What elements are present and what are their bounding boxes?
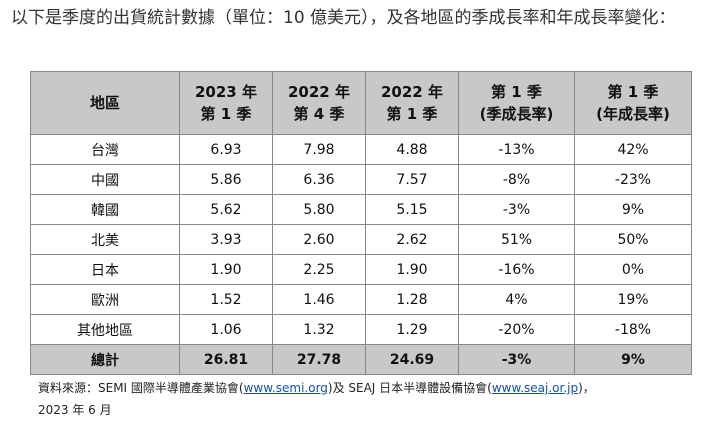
table-row: 北美 3.93 2.60 2.62 51% 50% (30, 224, 692, 255)
value-cell: 4.88 (365, 134, 459, 165)
value-cell: -16% (458, 254, 575, 285)
value-cell: 2.25 (272, 254, 366, 285)
region-cell: 韓國 (30, 194, 180, 225)
value-cell: 1.28 (365, 284, 459, 315)
value-cell: 50% (574, 224, 692, 255)
value-cell: 51% (458, 224, 575, 255)
source-prefix: 資料來源：SEMI 國際半導體產業協會( (38, 381, 244, 395)
source-note: 資料來源：SEMI 國際半導體產業協會(www.semi.org)及 SEAJ … (38, 377, 708, 421)
value-cell: -8% (458, 164, 575, 195)
header-line: 第 1 季 (200, 105, 252, 123)
region-cell: 其他地區 (30, 314, 180, 345)
value-cell: 2.60 (272, 224, 366, 255)
value-cell: -20% (458, 314, 575, 345)
region-cell: 中國 (30, 164, 180, 195)
table-row: 韓國 5.62 5.80 5.15 -3% 9% (30, 194, 692, 225)
value-cell: 4% (458, 284, 575, 315)
value-cell: 1.90 (179, 254, 273, 285)
header-line: (年成長率) (596, 105, 670, 123)
header-line: 第 1 季 (386, 105, 438, 123)
header-2022q4: 2022 年第 4 季 (272, 71, 366, 135)
value-cell: 5.86 (179, 164, 273, 195)
total-value-cell: 27.78 (272, 344, 366, 375)
source-middle: )及 SEAJ 日本半導體設備協會( (327, 381, 492, 395)
semi-link[interactable]: www.semi.org (243, 381, 328, 395)
header-2023q1: 2023 年第 1 季 (179, 71, 273, 135)
header-2022q1: 2022 年第 1 季 (365, 71, 459, 135)
header-line: 第 1 季 (607, 83, 659, 101)
header-line: 地區 (89, 94, 120, 112)
region-cell: 北美 (30, 224, 180, 255)
value-cell: 7.57 (365, 164, 459, 195)
source-date: 2023 年 6 月 (38, 403, 112, 417)
region-cell: 歐洲 (30, 284, 180, 315)
source-suffix: )， (578, 381, 595, 395)
header-line: 2022 年 (288, 83, 350, 101)
value-cell: 9% (574, 194, 692, 225)
value-cell: -23% (574, 164, 692, 195)
header-region: 地區 (30, 71, 180, 135)
value-cell: -3% (458, 194, 575, 225)
total-value-cell: 26.81 (179, 344, 273, 375)
region-cell: 日本 (30, 254, 180, 285)
table-row: 歐洲 1.52 1.46 1.28 4% 19% (30, 284, 692, 315)
table-row: 中國 5.86 6.36 7.57 -8% -23% (30, 164, 692, 195)
value-cell: 6.36 (272, 164, 366, 195)
table-row: 其他地區 1.06 1.32 1.29 -20% -18% (30, 314, 692, 345)
region-cell: 台灣 (30, 134, 180, 165)
header-line: 2022 年 (381, 83, 443, 101)
table-header-row: 地區 2023 年第 1 季 2022 年第 4 季 2022 年第 1 季 第… (30, 71, 692, 135)
value-cell: 1.29 (365, 314, 459, 345)
table-row: 台灣 6.93 7.98 4.88 -13% 42% (30, 134, 692, 165)
header-yoy: 第 1 季 (年成長率) (574, 71, 692, 135)
total-value-cell: 9% (574, 344, 692, 375)
value-cell: 5.15 (365, 194, 459, 225)
value-cell: 5.80 (272, 194, 366, 225)
header-line: 2023 年 (195, 83, 257, 101)
value-cell: 1.06 (179, 314, 273, 345)
value-cell: 1.52 (179, 284, 273, 315)
value-cell: 1.46 (272, 284, 366, 315)
value-cell: 0% (574, 254, 692, 285)
total-row: 總計 26.81 27.78 24.69 -3% 9% (30, 344, 692, 375)
header-line: (季成長率) (479, 105, 554, 123)
value-cell: 42% (574, 134, 692, 165)
total-label-cell: 總計 (30, 344, 180, 375)
shipment-table: 地區 2023 年第 1 季 2022 年第 4 季 2022 年第 1 季 第… (30, 71, 692, 375)
table-row: 日本 1.90 2.25 1.90 -16% 0% (30, 254, 692, 285)
value-cell: 2.62 (365, 224, 459, 255)
total-value-cell: -3% (458, 344, 575, 375)
seaj-link[interactable]: www.seaj.or.jp (491, 381, 579, 395)
header-line: 第 4 季 (293, 105, 345, 123)
value-cell: -13% (458, 134, 575, 165)
value-cell: 1.90 (365, 254, 459, 285)
header-line: 第 1 季 (491, 83, 542, 101)
header-qoq: 第 1 季 (季成長率) (458, 71, 575, 135)
value-cell: 5.62 (179, 194, 273, 225)
value-cell: 19% (574, 284, 692, 315)
table-body: 台灣 6.93 7.98 4.88 -13% 42% 中國 5.86 6.36 7.57 -8% -2… (30, 134, 692, 375)
value-cell: 7.98 (272, 134, 366, 165)
value-cell: -18% (574, 314, 692, 345)
value-cell: 1.32 (272, 314, 366, 345)
value-cell: 6.93 (179, 134, 273, 165)
total-value-cell: 24.69 (365, 344, 459, 375)
intro-text: 以下是季度的出貨統計數據（單位：10 億美元），及各地區的季成長率和年成長率變化… (11, 8, 676, 28)
value-cell: 3.93 (179, 224, 273, 255)
